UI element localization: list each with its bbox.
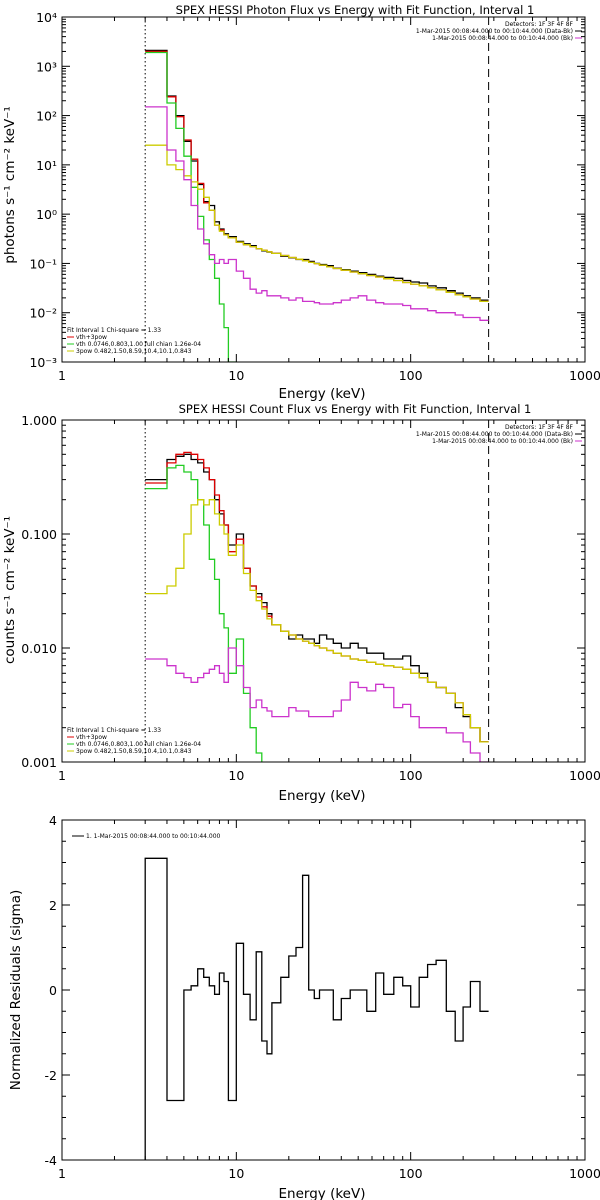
panel1-plot: 1 10 100 1000 10⁻³ 10⁻² 10⁻¹ 10⁰ 10¹ 10² 10³ 10⁴ Det…	[29, 10, 600, 383]
panel1-xlabel: Energy (keV)	[279, 386, 366, 402]
legend-topleft-entry: 1. 1-Mar-2015 00:08:44.000 to 00:10:44.0…	[86, 833, 221, 840]
x-tick-label: 1	[58, 368, 66, 383]
legend-topright-entry: 1-Mar-2015 00:08:44.000 to 00:10:44.000 …	[416, 28, 573, 35]
panel2-ylabel: counts s⁻¹ cm⁻² keV⁻¹	[2, 516, 18, 664]
legend-bottomleft-entry: vth+3pow	[76, 334, 107, 341]
legend-bottomleft-entry: Fit Interval 1 Chi-square = 1.33	[67, 327, 161, 334]
y-tick-label: 0	[49, 983, 57, 998]
x-tick-label: 1000	[569, 1166, 600, 1181]
plot-frame	[61, 419, 586, 763]
y-tick-label: 10⁰	[36, 207, 57, 222]
panel1-ylabel: photons s⁻¹ cm⁻² keV⁻¹	[2, 106, 18, 264]
y-tick-label: 10⁻³	[29, 355, 57, 370]
series-bk	[145, 647, 489, 762]
panel2-title: SPEX HESSI Count Flux vs Energy with Fit…	[179, 402, 532, 416]
y-tick-label: 10²	[36, 109, 57, 124]
panel3-plot: 1 10 100 1000 -4 -2 0 2 4 1. 1-Mar-2015 00:08:44.…	[45, 813, 600, 1181]
y-tick-label: 0.100	[21, 527, 57, 542]
legend-bottomleft-entry: vth 0.0746,0.803,1.00 full chian 1.26e-0…	[76, 741, 201, 748]
y-tick-label: 2	[49, 898, 57, 913]
legend-bottomleft-entry: vth 0.0746,0.803,1.00 full chian 1.26e-0…	[76, 341, 201, 348]
y-tick-label: 4	[49, 813, 57, 828]
plot-frame	[61, 16, 586, 363]
series-bk	[145, 106, 489, 321]
legend-bottomleft-entry: 3pow 0.482,1.50,8.59,10.4,10.1,0.843	[76, 748, 192, 755]
panel2-xlabel: Energy (keV)	[279, 788, 366, 804]
legend-topright-entry: Detectors: 1F 3F 4F 8F	[505, 424, 574, 431]
panel3-data	[144, 857, 489, 1160]
y-tick-label: -2	[45, 1068, 57, 1083]
x-tick-label: 100	[399, 1166, 423, 1181]
y-tick-label: -4	[45, 1153, 58, 1168]
y-tick-label: 10⁻²	[29, 306, 57, 321]
series-vth	[145, 51, 237, 362]
x-tick-label: 100	[399, 368, 423, 383]
legend-bottomleft-entry: Fit Interval 1 Chi-square = 1.33	[67, 727, 161, 734]
legend-bottomleft-entry: vth+3pow	[76, 734, 107, 741]
x-tick-label: 1000	[569, 368, 600, 383]
y-tick-label: 10⁴	[36, 10, 57, 25]
series-1	[144, 857, 489, 1160]
y-tick-label: 10³	[36, 59, 57, 74]
y-tick-label: 1.000	[21, 413, 57, 428]
series-vth	[145, 464, 263, 762]
legend-topright-entry: 1-Mar-2015 00:08:44.000 to 00:10:44.000 …	[416, 431, 573, 438]
y-tick-label: 0.001	[21, 755, 57, 770]
series-data-bk	[145, 453, 489, 743]
x-tick-label: 1	[58, 768, 66, 783]
panel3-ylabel: Normalized Residuals (sigma)	[8, 890, 24, 1091]
legend-bottomleft-entry: 3pow 0.482,1.50,8.59,10.4,10.1,0.843	[76, 348, 192, 355]
x-tick-label: 10	[228, 368, 244, 383]
legend-topright-entry: 1-Mar-2015 00:08:44.000 to 00:10:44.000 …	[432, 35, 573, 42]
series-3pow	[145, 144, 489, 303]
x-tick-label: 1000	[569, 768, 600, 783]
panel2-data	[144, 420, 490, 762]
y-tick-label: 10¹	[36, 158, 57, 173]
series-vth-3pow	[145, 451, 489, 743]
panel1-title: SPEX HESSI Photon Flux vs Energy with Fi…	[176, 3, 535, 17]
series-3pow	[145, 499, 489, 743]
panel1-data	[144, 17, 490, 362]
x-tick-label: 10	[228, 1166, 244, 1181]
x-tick-label: 10	[228, 768, 244, 783]
panel3-xlabel: Energy (keV)	[279, 1186, 366, 1200]
legend-topright-entry: 1-Mar-2015 00:08:44.000 to 00:10:44.000 …	[432, 438, 573, 445]
x-tick-label: 1	[58, 1166, 66, 1181]
series-data-bk	[145, 49, 489, 301]
y-tick-label: 0.010	[21, 641, 57, 656]
panel2-plot: 1 10 100 1000 0.001 0.010 0.100 1.000 Detectors:…	[21, 413, 600, 783]
y-tick-label: 10⁻¹	[29, 256, 57, 271]
x-tick-label: 100	[399, 768, 423, 783]
legend-topright-entry: Detectors: 1F 3F 4F 8F	[505, 21, 574, 28]
